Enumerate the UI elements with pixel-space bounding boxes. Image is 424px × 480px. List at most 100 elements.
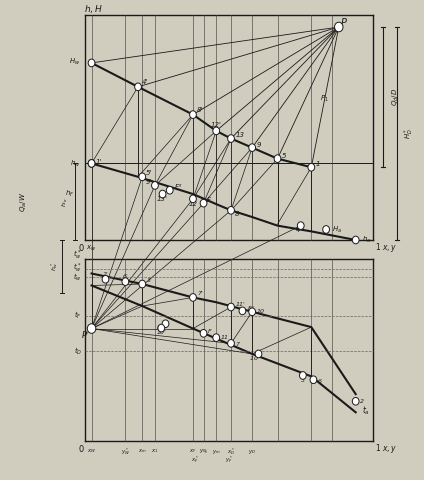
Circle shape bbox=[323, 226, 329, 233]
Circle shape bbox=[213, 334, 220, 341]
Text: $t_D$: $t_D$ bbox=[74, 346, 82, 357]
Circle shape bbox=[299, 372, 306, 379]
Text: $F''$: $F''$ bbox=[174, 182, 183, 192]
Circle shape bbox=[249, 144, 256, 152]
Text: $P'$: $P'$ bbox=[81, 329, 90, 340]
Text: $H_w$: $H_w$ bbox=[69, 57, 81, 67]
Circle shape bbox=[190, 294, 196, 301]
Circle shape bbox=[87, 324, 96, 333]
Text: $y_F^*$: $y_F^*$ bbox=[225, 454, 233, 465]
Text: 6: 6 bbox=[318, 379, 322, 384]
Text: 9': 9' bbox=[146, 179, 152, 185]
Text: $1\ x, y$: $1\ x, y$ bbox=[375, 240, 397, 253]
Circle shape bbox=[274, 155, 281, 162]
Text: 10: 10 bbox=[257, 309, 265, 314]
Text: 9: 9 bbox=[257, 142, 261, 148]
Text: 7: 7 bbox=[235, 342, 239, 347]
Text: $h_F$: $h_F$ bbox=[65, 189, 75, 199]
Circle shape bbox=[88, 59, 95, 67]
Text: 5': 5' bbox=[146, 170, 152, 176]
Text: $P$: $P$ bbox=[340, 16, 348, 28]
Circle shape bbox=[88, 159, 95, 167]
Text: 12': 12' bbox=[211, 122, 222, 128]
Text: $H_D^*$: $H_D^*$ bbox=[402, 128, 416, 139]
Text: $x_m$: $x_m$ bbox=[138, 447, 147, 456]
Text: $x_F^*$: $x_F^*$ bbox=[191, 454, 199, 465]
Text: $t_w^*$: $t_w^*$ bbox=[73, 262, 82, 276]
Circle shape bbox=[228, 339, 234, 347]
Circle shape bbox=[228, 135, 234, 143]
Circle shape bbox=[228, 206, 234, 214]
Text: F: F bbox=[207, 197, 211, 203]
Text: $y_W^*$: $y_W^*$ bbox=[121, 446, 130, 457]
Circle shape bbox=[139, 280, 146, 288]
Text: 3': 3' bbox=[147, 278, 152, 283]
Text: 11: 11 bbox=[220, 335, 229, 340]
Text: $1\ x, y$: $1\ x, y$ bbox=[375, 442, 397, 455]
Text: $h_a$: $h_a$ bbox=[362, 235, 371, 245]
Circle shape bbox=[335, 22, 343, 32]
Text: $x_W$: $x_W$ bbox=[87, 447, 96, 456]
Text: $h_w$: $h_w$ bbox=[70, 158, 81, 168]
Text: $P_1$: $P_1$ bbox=[320, 94, 329, 104]
Text: $F'$: $F'$ bbox=[156, 323, 163, 332]
Text: 2': 2' bbox=[103, 272, 109, 277]
Text: 4': 4' bbox=[142, 79, 149, 85]
Circle shape bbox=[228, 303, 234, 311]
Circle shape bbox=[159, 190, 166, 198]
Circle shape bbox=[308, 163, 315, 171]
Text: $F''$: $F''$ bbox=[247, 304, 255, 313]
Circle shape bbox=[166, 186, 173, 194]
Text: 6': 6' bbox=[123, 275, 128, 279]
Text: $0$: $0$ bbox=[78, 241, 85, 252]
Circle shape bbox=[310, 376, 317, 384]
Text: $t_a$: $t_a$ bbox=[362, 405, 370, 417]
Text: $x_D^*$: $x_D^*$ bbox=[227, 446, 235, 457]
Text: $Q_a/W$: $Q_a/W$ bbox=[19, 192, 29, 212]
Text: 13': 13' bbox=[157, 196, 168, 202]
Circle shape bbox=[135, 83, 142, 91]
Text: 10: 10 bbox=[250, 356, 260, 361]
Text: 1: 1 bbox=[315, 161, 320, 168]
Text: $t_F$: $t_F$ bbox=[74, 310, 82, 321]
Text: 4: 4 bbox=[296, 228, 301, 233]
Circle shape bbox=[249, 308, 256, 316]
Text: $t_w$: $t_w$ bbox=[73, 272, 82, 283]
Text: F: F bbox=[208, 329, 212, 334]
Circle shape bbox=[151, 181, 158, 189]
Circle shape bbox=[190, 195, 196, 203]
Text: $x_1$: $x_1$ bbox=[151, 447, 159, 456]
Text: 8': 8' bbox=[196, 107, 203, 113]
Text: 1': 1' bbox=[96, 158, 102, 165]
Circle shape bbox=[88, 159, 95, 167]
Circle shape bbox=[162, 320, 169, 327]
Text: 13: 13 bbox=[235, 132, 244, 138]
Text: $x_F$: $x_F$ bbox=[189, 447, 197, 456]
Text: $t_w^*$: $t_w^*$ bbox=[73, 249, 82, 262]
Text: $h, H$: $h, H$ bbox=[84, 3, 103, 15]
Circle shape bbox=[139, 173, 146, 180]
Text: $h_w^*$: $h_w^*$ bbox=[49, 262, 60, 271]
Circle shape bbox=[200, 329, 207, 337]
Circle shape bbox=[352, 397, 359, 405]
Text: 5: 5 bbox=[282, 153, 286, 159]
Circle shape bbox=[102, 276, 109, 283]
Text: $Q_d/D$: $Q_d/D$ bbox=[391, 88, 401, 106]
Circle shape bbox=[200, 199, 207, 207]
Text: $0$: $0$ bbox=[78, 443, 85, 454]
Circle shape bbox=[297, 222, 304, 229]
Text: 3: 3 bbox=[301, 378, 305, 383]
Text: $x_w$: $x_w$ bbox=[86, 244, 97, 253]
Circle shape bbox=[158, 324, 165, 332]
Circle shape bbox=[122, 278, 129, 286]
Text: 10': 10' bbox=[156, 330, 166, 336]
Text: $y_{N_0}$: $y_{N_0}$ bbox=[199, 447, 208, 456]
Text: 2: 2 bbox=[360, 399, 364, 404]
Circle shape bbox=[190, 111, 196, 119]
Text: $y_D$: $y_D$ bbox=[248, 447, 256, 456]
Text: $y_m$: $y_m$ bbox=[212, 447, 220, 456]
Circle shape bbox=[255, 350, 262, 358]
Text: 11': 11' bbox=[235, 301, 245, 307]
Text: 8: 8 bbox=[234, 211, 239, 217]
Text: $h_{t_w}$: $h_{t_w}$ bbox=[61, 197, 70, 207]
